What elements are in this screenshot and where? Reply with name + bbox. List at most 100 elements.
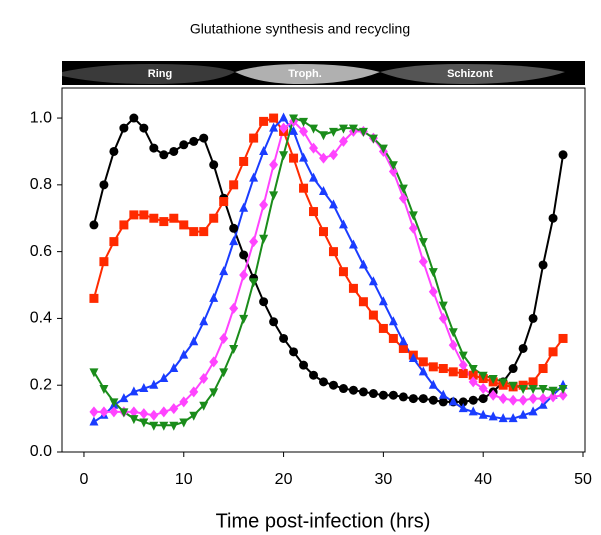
point xyxy=(408,211,418,221)
point xyxy=(259,116,269,126)
point xyxy=(99,385,109,395)
point xyxy=(478,394,488,404)
point xyxy=(259,297,269,307)
point xyxy=(189,411,199,421)
point xyxy=(179,396,189,408)
point xyxy=(368,310,378,320)
point xyxy=(328,380,338,390)
point xyxy=(398,192,408,204)
point xyxy=(458,359,468,371)
point xyxy=(159,406,169,418)
point xyxy=(179,349,189,359)
point xyxy=(328,247,338,257)
point xyxy=(289,347,299,357)
point xyxy=(468,365,478,375)
point xyxy=(368,134,378,144)
point xyxy=(139,383,149,393)
point xyxy=(159,150,169,160)
point xyxy=(129,113,139,123)
point xyxy=(219,332,229,344)
point xyxy=(239,269,249,281)
stage-label: Troph. xyxy=(288,68,322,80)
plot-frame xyxy=(61,87,586,453)
point xyxy=(348,385,358,395)
point xyxy=(259,234,269,244)
point xyxy=(199,316,209,326)
point xyxy=(129,415,139,425)
schizont-shape xyxy=(380,64,565,84)
point xyxy=(109,398,119,408)
point xyxy=(538,399,548,409)
point xyxy=(279,112,289,122)
point xyxy=(219,368,229,378)
point xyxy=(269,191,279,201)
point xyxy=(189,336,199,346)
point xyxy=(109,146,119,156)
point xyxy=(328,149,338,161)
point xyxy=(149,143,159,153)
point xyxy=(358,127,368,137)
point xyxy=(458,351,468,361)
x-tick-label: 30 xyxy=(374,471,392,488)
point xyxy=(309,370,319,380)
point xyxy=(219,266,229,276)
point xyxy=(498,378,508,388)
point xyxy=(279,333,289,343)
point xyxy=(169,146,179,156)
point xyxy=(289,125,299,135)
point xyxy=(438,397,448,407)
point xyxy=(408,222,418,234)
point xyxy=(249,133,259,143)
point xyxy=(119,123,129,133)
point xyxy=(89,220,99,230)
point xyxy=(189,386,199,398)
point xyxy=(139,418,149,428)
point xyxy=(279,122,289,134)
point xyxy=(458,369,468,379)
point xyxy=(129,386,139,396)
point xyxy=(478,409,488,419)
point xyxy=(219,197,229,207)
point xyxy=(269,113,279,123)
point xyxy=(528,313,538,323)
point xyxy=(319,377,328,387)
point xyxy=(558,385,568,395)
point xyxy=(309,207,319,217)
point xyxy=(229,223,239,233)
point xyxy=(368,389,378,399)
point xyxy=(448,367,458,377)
point xyxy=(309,124,319,134)
point xyxy=(159,421,169,431)
stage-band: Ring Troph. Schizont xyxy=(62,61,585,85)
point xyxy=(388,390,398,400)
point xyxy=(99,257,109,267)
point xyxy=(548,347,558,357)
point xyxy=(468,370,478,380)
point xyxy=(239,202,249,212)
point xyxy=(368,276,378,286)
point xyxy=(428,362,438,372)
point xyxy=(119,408,129,418)
point xyxy=(388,165,398,177)
point xyxy=(299,183,309,193)
point xyxy=(89,368,99,378)
point xyxy=(538,260,548,270)
point xyxy=(348,124,358,134)
x-axis-title: Time post-infection (hrs) xyxy=(216,510,431,532)
point xyxy=(428,379,438,389)
stage-label: Schizont xyxy=(447,68,493,80)
point xyxy=(348,239,358,249)
point xyxy=(169,403,179,415)
point xyxy=(139,210,149,220)
point xyxy=(89,293,99,303)
point xyxy=(388,333,398,343)
point xyxy=(448,396,458,406)
point xyxy=(528,393,538,405)
point xyxy=(338,267,348,277)
y-tick-label: 0.8 xyxy=(30,176,52,193)
point xyxy=(498,413,508,423)
series-line xyxy=(93,120,564,417)
point xyxy=(189,227,199,237)
point xyxy=(249,236,259,248)
